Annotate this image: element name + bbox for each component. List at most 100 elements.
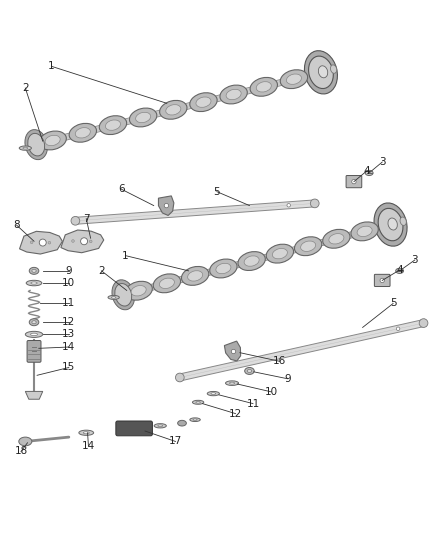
Ellipse shape (226, 90, 241, 100)
Ellipse shape (378, 208, 403, 241)
Ellipse shape (131, 286, 146, 296)
Ellipse shape (396, 268, 403, 273)
Text: 2: 2 (22, 83, 28, 93)
FancyBboxPatch shape (27, 341, 41, 362)
Text: 13: 13 (62, 329, 75, 340)
Ellipse shape (196, 401, 200, 403)
Ellipse shape (81, 238, 88, 245)
Ellipse shape (178, 421, 186, 426)
Ellipse shape (380, 278, 385, 282)
Ellipse shape (419, 319, 428, 327)
Ellipse shape (210, 259, 237, 278)
Ellipse shape (159, 278, 174, 288)
Ellipse shape (181, 266, 209, 285)
FancyBboxPatch shape (116, 421, 152, 436)
Ellipse shape (39, 239, 46, 246)
Ellipse shape (106, 120, 120, 131)
Polygon shape (224, 341, 240, 361)
Ellipse shape (388, 218, 397, 230)
Text: 10: 10 (265, 387, 278, 397)
Ellipse shape (196, 97, 211, 107)
Text: 9: 9 (284, 374, 291, 384)
Ellipse shape (374, 203, 407, 246)
Ellipse shape (207, 391, 219, 395)
Text: 4: 4 (396, 265, 403, 275)
Text: 2: 2 (98, 266, 105, 276)
Ellipse shape (256, 82, 271, 92)
Ellipse shape (23, 147, 28, 149)
Ellipse shape (164, 204, 169, 208)
Ellipse shape (351, 222, 378, 241)
Ellipse shape (304, 51, 337, 94)
Ellipse shape (311, 199, 319, 208)
Ellipse shape (28, 133, 45, 156)
Text: 5: 5 (213, 187, 220, 197)
Ellipse shape (187, 271, 203, 281)
Ellipse shape (352, 180, 356, 184)
Ellipse shape (308, 56, 333, 88)
Ellipse shape (26, 280, 42, 286)
Text: 7: 7 (83, 214, 89, 224)
Ellipse shape (31, 282, 37, 284)
Text: 6: 6 (118, 184, 124, 194)
Ellipse shape (71, 216, 80, 225)
Ellipse shape (79, 430, 94, 435)
Ellipse shape (166, 104, 181, 115)
Ellipse shape (158, 425, 162, 426)
Text: 3: 3 (379, 157, 385, 167)
Ellipse shape (19, 146, 32, 150)
Polygon shape (61, 230, 104, 253)
Ellipse shape (45, 135, 60, 146)
Text: 5: 5 (390, 298, 396, 309)
Ellipse shape (272, 248, 287, 259)
Ellipse shape (250, 77, 277, 96)
Text: 12: 12 (62, 317, 75, 327)
Ellipse shape (25, 130, 47, 160)
Text: 18: 18 (14, 447, 28, 456)
Ellipse shape (75, 127, 90, 138)
Ellipse shape (280, 70, 307, 88)
Text: 11: 11 (246, 399, 260, 409)
Ellipse shape (29, 268, 39, 274)
Ellipse shape (19, 437, 32, 446)
Ellipse shape (190, 418, 200, 422)
Text: 1: 1 (48, 61, 55, 71)
Ellipse shape (244, 256, 259, 266)
Ellipse shape (125, 281, 152, 300)
Ellipse shape (190, 93, 217, 111)
Ellipse shape (238, 252, 265, 271)
Ellipse shape (32, 321, 36, 324)
FancyBboxPatch shape (346, 175, 362, 188)
Ellipse shape (69, 123, 96, 142)
Ellipse shape (323, 229, 350, 248)
Text: 8: 8 (13, 220, 20, 230)
Ellipse shape (330, 65, 337, 74)
Ellipse shape (99, 116, 127, 134)
FancyBboxPatch shape (374, 274, 390, 287)
Text: 1: 1 (122, 251, 129, 261)
Ellipse shape (365, 171, 373, 175)
Ellipse shape (192, 400, 204, 404)
Text: 11: 11 (62, 298, 75, 309)
Ellipse shape (31, 333, 38, 336)
Text: 10: 10 (62, 278, 75, 288)
Ellipse shape (400, 217, 406, 225)
Ellipse shape (211, 393, 216, 394)
Polygon shape (20, 231, 62, 254)
Ellipse shape (287, 204, 290, 207)
Ellipse shape (30, 241, 33, 244)
Ellipse shape (108, 295, 119, 300)
Ellipse shape (25, 332, 43, 337)
Ellipse shape (216, 263, 231, 273)
Text: 14: 14 (82, 441, 95, 451)
Ellipse shape (115, 284, 132, 306)
Ellipse shape (136, 112, 151, 123)
Polygon shape (25, 391, 43, 399)
Ellipse shape (329, 233, 344, 244)
Ellipse shape (29, 319, 39, 326)
Ellipse shape (39, 131, 66, 150)
Ellipse shape (130, 108, 157, 127)
Text: 3: 3 (412, 255, 418, 265)
Ellipse shape (153, 274, 180, 293)
Ellipse shape (226, 381, 239, 385)
